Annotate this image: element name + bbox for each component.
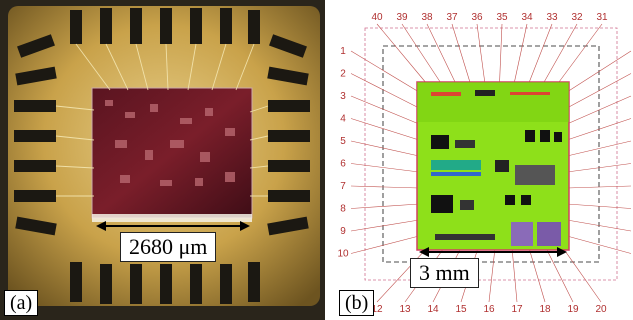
pin-label-13: 13 xyxy=(399,304,411,315)
pin-label-32: 32 xyxy=(571,12,583,23)
die-features xyxy=(105,100,235,186)
scale-arrow-a xyxy=(96,221,250,231)
chip-photo-panel: 2680 μm (a) xyxy=(0,0,325,320)
pin-label-18: 18 xyxy=(539,304,551,315)
pin-label-38: 38 xyxy=(421,12,433,23)
pin-label-4: 4 xyxy=(340,114,346,125)
pin-label-34: 34 xyxy=(521,12,533,23)
pin-label-1: 1 xyxy=(340,46,346,57)
pin-label-10: 10 xyxy=(337,249,349,260)
scale-arrow-b xyxy=(419,247,567,257)
pin-label-2: 2 xyxy=(340,69,346,80)
panel-label-a: (a) xyxy=(4,290,39,316)
pin-label-9: 9 xyxy=(340,226,346,237)
pin-label-31: 31 xyxy=(596,12,608,23)
pin-label-17: 17 xyxy=(511,304,523,315)
chip-layout-panel: 40 39 38 37 36 35 34 33 32 31 1 2 3 4 5 6 7 8 9 10 12 13 14 15 1… xyxy=(335,0,633,320)
pin-label-12: 12 xyxy=(371,304,383,315)
bond-wires xyxy=(55,43,269,197)
pin-label-35: 35 xyxy=(496,12,508,23)
pin-label-39: 39 xyxy=(396,12,408,23)
pin-label-7: 7 xyxy=(340,181,346,192)
pin-label-40: 40 xyxy=(371,12,383,23)
pin-label-33: 33 xyxy=(546,12,558,23)
pin-label-37: 37 xyxy=(446,12,458,23)
pin-label-14: 14 xyxy=(427,304,439,315)
pad-ring xyxy=(364,27,618,281)
pin-label-6: 6 xyxy=(340,159,346,170)
pin-label-3: 3 xyxy=(340,91,346,102)
pin-label-16: 16 xyxy=(483,304,495,315)
pin-label-36: 36 xyxy=(471,12,483,23)
pin-label-5: 5 xyxy=(340,136,346,147)
scale-label-a: 2680 μm xyxy=(120,232,217,262)
pin-traces xyxy=(350,23,632,303)
pin-label-15: 15 xyxy=(455,304,467,315)
layout-blocks xyxy=(431,90,562,246)
panel-label-b: (b) xyxy=(339,290,375,316)
pin-label-20: 20 xyxy=(595,304,607,315)
lead-fingers xyxy=(14,8,310,304)
chip-photo-image xyxy=(0,0,325,320)
pin-label-8: 8 xyxy=(340,204,346,215)
silicon-die xyxy=(91,87,253,219)
pin-label-19: 19 xyxy=(567,304,579,315)
scale-label-b: 3 mm xyxy=(410,258,479,288)
